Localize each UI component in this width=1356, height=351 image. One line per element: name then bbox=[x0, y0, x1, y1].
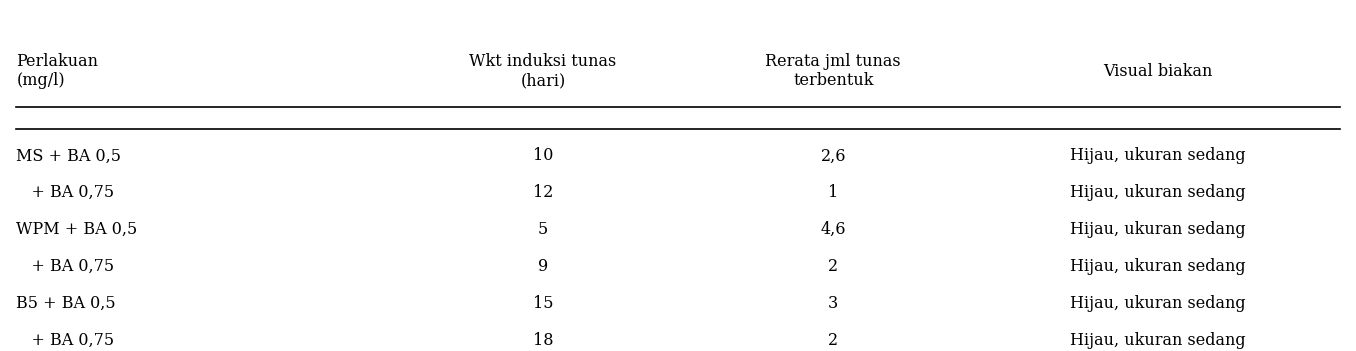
Text: B5 + BA 0,5: B5 + BA 0,5 bbox=[16, 295, 115, 312]
Text: 4,6: 4,6 bbox=[820, 221, 846, 238]
Text: Hijau, ukuran sedang: Hijau, ukuran sedang bbox=[1070, 147, 1245, 164]
Text: 3: 3 bbox=[829, 295, 838, 312]
Text: Wkt induksi tunas
(hari): Wkt induksi tunas (hari) bbox=[469, 53, 617, 90]
Text: Visual biakan: Visual biakan bbox=[1102, 62, 1212, 80]
Text: Hijau, ukuran sedang: Hijau, ukuran sedang bbox=[1070, 332, 1245, 349]
Text: 2,6: 2,6 bbox=[820, 147, 846, 164]
Text: MS + BA 0,5: MS + BA 0,5 bbox=[16, 147, 121, 164]
Text: 2: 2 bbox=[829, 258, 838, 275]
Text: Hijau, ukuran sedang: Hijau, ukuran sedang bbox=[1070, 295, 1245, 312]
Text: 2: 2 bbox=[829, 332, 838, 349]
Text: 15: 15 bbox=[533, 295, 553, 312]
Text: Perlakuan
(mg/l): Perlakuan (mg/l) bbox=[16, 53, 98, 90]
Text: 5: 5 bbox=[538, 221, 548, 238]
Text: 1: 1 bbox=[829, 184, 838, 201]
Text: 12: 12 bbox=[533, 184, 553, 201]
Text: 10: 10 bbox=[533, 147, 553, 164]
Text: + BA 0,75: + BA 0,75 bbox=[16, 184, 114, 201]
Text: Hijau, ukuran sedang: Hijau, ukuran sedang bbox=[1070, 221, 1245, 238]
Text: 18: 18 bbox=[533, 332, 553, 349]
Text: + BA 0,75: + BA 0,75 bbox=[16, 332, 114, 349]
Text: Hijau, ukuran sedang: Hijau, ukuran sedang bbox=[1070, 184, 1245, 201]
Text: WPM + BA 0,5: WPM + BA 0,5 bbox=[16, 221, 137, 238]
Text: Hijau, ukuran sedang: Hijau, ukuran sedang bbox=[1070, 258, 1245, 275]
Text: + BA 0,75: + BA 0,75 bbox=[16, 258, 114, 275]
Text: Rerata jml tunas
terbentuk: Rerata jml tunas terbentuk bbox=[766, 53, 902, 90]
Text: 9: 9 bbox=[538, 258, 548, 275]
